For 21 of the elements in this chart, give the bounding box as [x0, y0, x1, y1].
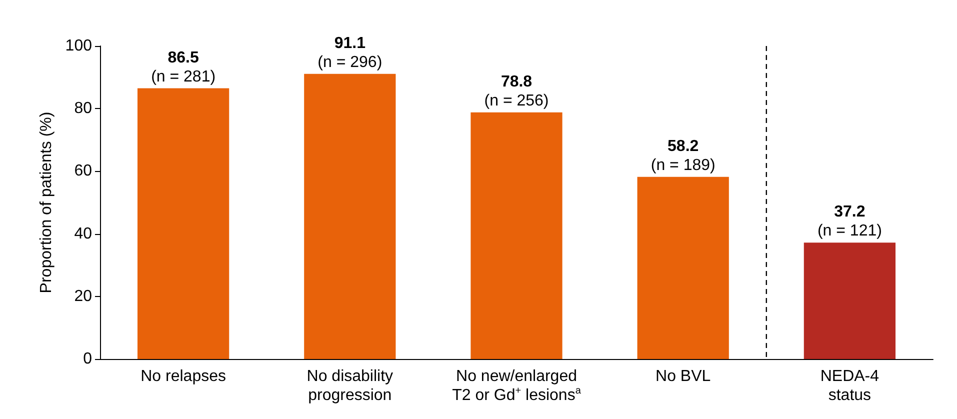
- bar: [137, 88, 230, 359]
- data-label: 78.8 (n = 256): [484, 73, 549, 110]
- y-tick-label: 0: [83, 350, 92, 368]
- y-tick-label: 80: [74, 100, 92, 118]
- data-label: 58.2 (n = 189): [650, 138, 716, 174]
- bar: [804, 242, 896, 359]
- y-tick-label: 20: [74, 288, 92, 305]
- data-label: 86.5 (n = 281): [151, 49, 216, 86]
- data-label: 37.2 (n = 121): [817, 204, 882, 240]
- y-tick-label: 40: [74, 225, 92, 242]
- x-tick-label: No relapses: [140, 368, 226, 385]
- bar: [470, 112, 562, 359]
- x-tick-label: NEDA-4 status: [820, 368, 880, 404]
- bar: [304, 74, 396, 359]
- x-tick-label: No disability progression: [306, 368, 394, 404]
- y-axis-title: Proportion of patients (%): [38, 112, 55, 294]
- x-tick-label: No BVL: [656, 368, 711, 385]
- bar: [637, 176, 729, 359]
- y-tick-label: 100: [65, 38, 92, 54]
- y-tick-label: 60: [74, 162, 92, 180]
- data-label: 91.1 (n = 296): [318, 34, 382, 71]
